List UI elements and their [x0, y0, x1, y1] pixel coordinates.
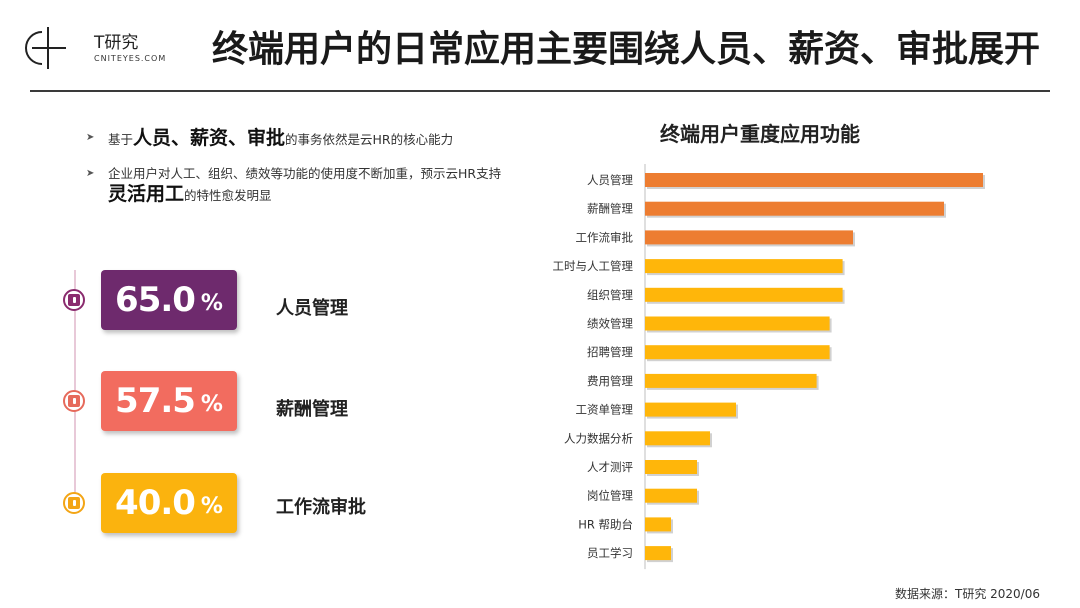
page-title: 终端用户的日常应用主要围绕人员、薪资、审批展开	[211, 29, 1040, 70]
bar-1	[645, 201, 944, 216]
brand-logo: T研究 CNITEYES.COM	[22, 22, 165, 78]
kpi-card-payroll: 57.5 %	[101, 371, 237, 431]
kpi-value: 40.0	[115, 483, 196, 523]
bar-0	[645, 173, 983, 187]
bullet-arrow-icon: ➤	[86, 132, 95, 143]
kpi-unit: %	[200, 290, 223, 316]
category-label: 人员管理	[587, 173, 633, 187]
kpi-value: 57.5	[115, 381, 196, 421]
kpi-unit: %	[200, 493, 223, 519]
lock-icon	[63, 492, 85, 514]
category-label: 工作流审批	[576, 230, 634, 244]
bar-13	[645, 546, 671, 561]
bullet-2: ➤ 企业用户对人工、组织、绩效等功能的使用度不断加重，预示云HR支持 灵活用工的…	[86, 164, 526, 206]
bar-10	[645, 460, 697, 474]
category-label: 人力数据分析	[564, 431, 633, 445]
kpi-label-workflow: 工作流审批	[276, 497, 366, 518]
category-label: 薪酬管理	[587, 202, 633, 216]
logo-name-cn: T研究	[94, 33, 139, 53]
source-note: 数据来源：T研究 2020/06	[895, 587, 1040, 601]
bar-7	[645, 373, 817, 388]
bar-9	[645, 431, 710, 446]
category-label: 岗位管理	[587, 489, 633, 503]
bullet-1-highlight: 人员、薪资、审批	[133, 127, 286, 149]
kpi-card-staff: 65.0 %	[101, 270, 237, 330]
category-label: 费用管理	[587, 374, 633, 388]
bar-5	[645, 316, 830, 331]
bar-2	[645, 230, 853, 245]
bullet-arrow-icon: ➤	[86, 168, 95, 179]
bar-3	[645, 259, 843, 274]
lock-icon	[63, 390, 85, 412]
category-label: 组织管理	[587, 288, 633, 302]
bullet-2-line1: 企业用户对人工、组织、绩效等功能的使用度不断加重，预示云HR支持	[108, 166, 502, 181]
bar-12	[645, 517, 671, 532]
lock-icon	[63, 289, 85, 311]
category-label: 人才测评	[587, 460, 633, 474]
kpi-value: 65.0	[115, 280, 196, 320]
bar-4	[645, 287, 843, 302]
kpi-label-staff: 人员管理	[276, 298, 348, 319]
category-label: 员工学习	[587, 546, 633, 560]
category-label: 招聘管理	[587, 345, 633, 359]
kpi-card-workflow: 40.0 %	[101, 473, 237, 533]
bullet-1: ➤ 基于人员、薪资、审批的事务依然是云HR的核心能力	[86, 128, 506, 150]
category-label: 绩效管理	[587, 317, 633, 331]
bar-6	[645, 345, 830, 360]
bullet-1-prefix: 基于	[108, 132, 134, 147]
logo-mark-icon	[25, 27, 66, 69]
category-label: 工时与人工管理	[553, 259, 634, 273]
bullet-2-highlight: 灵活用工	[108, 183, 185, 205]
kpi-label-payroll: 薪酬管理	[276, 399, 348, 420]
bar-11	[645, 488, 697, 503]
chart-title: 终端用户重度应用功能	[660, 122, 860, 146]
category-label: HR 帮助台	[578, 517, 633, 531]
bar-8	[645, 402, 736, 417]
logo-name-en: CNITEYES.COM	[94, 54, 167, 63]
bullet-1-suffix: 的事务依然是云HR的核心能力	[285, 132, 454, 147]
category-label: 工资单管理	[576, 403, 634, 417]
bullet-2-suffix: 的特性愈发明显	[184, 188, 272, 203]
header-divider	[30, 90, 1050, 92]
kpi-unit: %	[200, 391, 223, 417]
